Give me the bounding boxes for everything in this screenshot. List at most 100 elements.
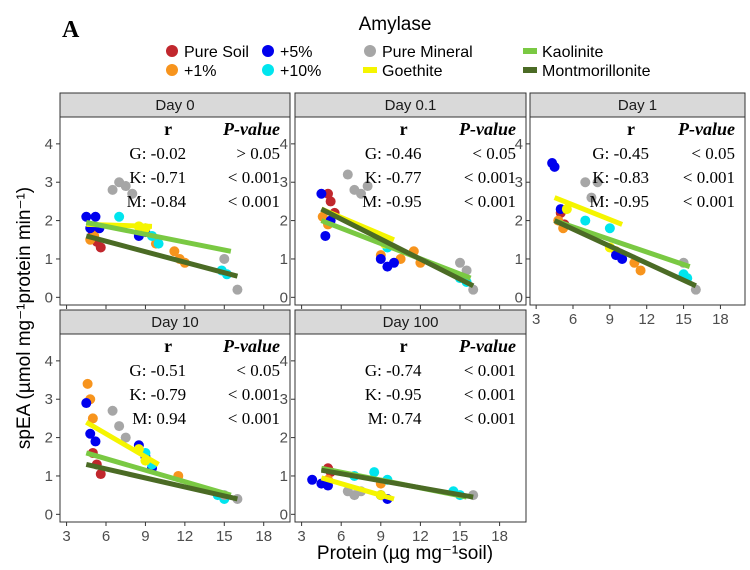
x-tick-label: 9 — [377, 528, 385, 545]
panel-strip — [529, 92, 746, 118]
x-tick-label: 9 — [141, 528, 149, 545]
y-tick-label: 4 — [515, 136, 523, 153]
legend-label-0: Pure Soil — [184, 44, 249, 61]
data-point — [107, 405, 118, 416]
stats-header-p: P-value — [458, 336, 516, 356]
plot-area — [294, 333, 527, 523]
legend-label-6: Kaolinite — [542, 44, 603, 61]
y-tick-label: 1 — [280, 468, 288, 485]
stats-p-value: < 0.05 — [236, 361, 280, 380]
stats-r-value: K: -0.95 — [365, 385, 422, 404]
stats-p-value: < 0.05 — [472, 144, 516, 163]
regression-line — [85, 462, 238, 502]
regression-line — [85, 450, 232, 498]
y-tick-label: 1 — [45, 468, 53, 485]
stats-r-value: M: 0.94 — [132, 409, 186, 428]
legend-key-6 — [523, 48, 537, 54]
data-point — [375, 253, 386, 264]
y-tick-label: 3 — [515, 174, 523, 191]
figure-title: Amylase — [359, 14, 432, 35]
panel-letter: A — [62, 17, 80, 43]
x-tick-label: 15 — [216, 528, 233, 545]
stats-p-value: < 0.001 — [464, 192, 516, 211]
x-tick-label: 12 — [412, 528, 429, 545]
data-point — [455, 257, 465, 268]
stats-r-value: K: -0.71 — [129, 168, 186, 187]
stats-p-value: < 0.001 — [464, 168, 516, 187]
data-point — [85, 428, 96, 439]
data-point — [87, 413, 98, 424]
legend-label-7: Montmorillonite — [542, 63, 651, 80]
legend-key-0 — [166, 45, 178, 57]
data-point — [120, 432, 131, 443]
data-point — [127, 188, 138, 199]
data-point — [325, 196, 336, 207]
data-point — [81, 211, 92, 222]
panel-title: Day 1 — [618, 97, 657, 114]
stats-r-value: G: -0.45 — [592, 144, 649, 163]
data-point — [549, 161, 560, 172]
x-tick-label: 9 — [606, 311, 614, 328]
stats-r-value: G: -0.51 — [129, 361, 186, 380]
data-point — [82, 378, 93, 389]
data-point — [90, 436, 101, 447]
data-point — [592, 177, 603, 188]
x-tick-label: 15 — [452, 528, 469, 545]
y-tick-label: 2 — [280, 213, 288, 230]
stats-p-value: < 0.001 — [464, 385, 516, 404]
legend-key-5 — [363, 67, 377, 73]
regression-line — [320, 206, 475, 289]
legend-label-3: +10% — [280, 63, 321, 80]
panel-title: Day 0.1 — [385, 97, 437, 114]
stats-p-value: < 0.001 — [464, 409, 516, 428]
stats-p-value: < 0.001 — [683, 192, 735, 211]
data-point — [169, 246, 180, 257]
stats-p-value: < 0.001 — [683, 168, 735, 187]
data-point — [617, 253, 628, 264]
x-tick-label: 18 — [491, 528, 508, 545]
regression-line — [85, 220, 232, 254]
data-point — [561, 204, 572, 215]
panel-title: Day 0 — [155, 97, 194, 114]
y-tick-label: 4 — [280, 136, 288, 153]
stats-r-value: K: -0.79 — [129, 385, 186, 404]
y-tick-label: 4 — [280, 353, 288, 370]
regression-line — [553, 218, 697, 289]
stats-p-value: < 0.001 — [228, 385, 280, 404]
panel-strip — [294, 92, 527, 118]
legend: Pure Soil +1% +5% +10% Pure Mineral Goethite K… — [166, 44, 651, 80]
data-point — [342, 169, 353, 180]
data-point — [219, 253, 230, 264]
data-point — [120, 181, 131, 192]
y-tick-label: 2 — [45, 213, 53, 230]
stats-r-value: M: 0.74 — [368, 409, 422, 428]
stats-header-r: r — [164, 119, 172, 139]
x-tick-label: 15 — [675, 311, 692, 328]
stats-header-r: r — [627, 119, 635, 139]
legend-key-3 — [262, 64, 274, 76]
y-tick-label: 0 — [280, 506, 288, 523]
stats-header-p: P-value — [222, 336, 280, 356]
y-tick-label: 1 — [515, 251, 523, 268]
y-tick-label: 3 — [280, 391, 288, 408]
data-point — [153, 238, 164, 249]
stats-r-value: M: -0.95 — [590, 192, 650, 211]
x-tick-label: 12 — [638, 311, 655, 328]
data-point — [389, 257, 399, 268]
y-tick-label: 3 — [280, 174, 288, 191]
stats-p-value: < 0.001 — [228, 192, 280, 211]
y-tick-label: 0 — [45, 506, 53, 523]
data-point — [461, 265, 472, 276]
stats-p-value: > 0.05 — [236, 144, 280, 163]
data-point — [604, 223, 615, 234]
stats-r-value: G: -0.02 — [129, 144, 186, 163]
regression-line — [85, 420, 160, 467]
legend-label-2: +5% — [280, 44, 312, 61]
legend-key-7 — [523, 67, 537, 73]
legend-label-1: +1% — [184, 63, 216, 80]
stats-header-r: r — [164, 336, 172, 356]
y-tick-label: 3 — [45, 391, 53, 408]
y-tick-label: 3 — [45, 174, 53, 191]
